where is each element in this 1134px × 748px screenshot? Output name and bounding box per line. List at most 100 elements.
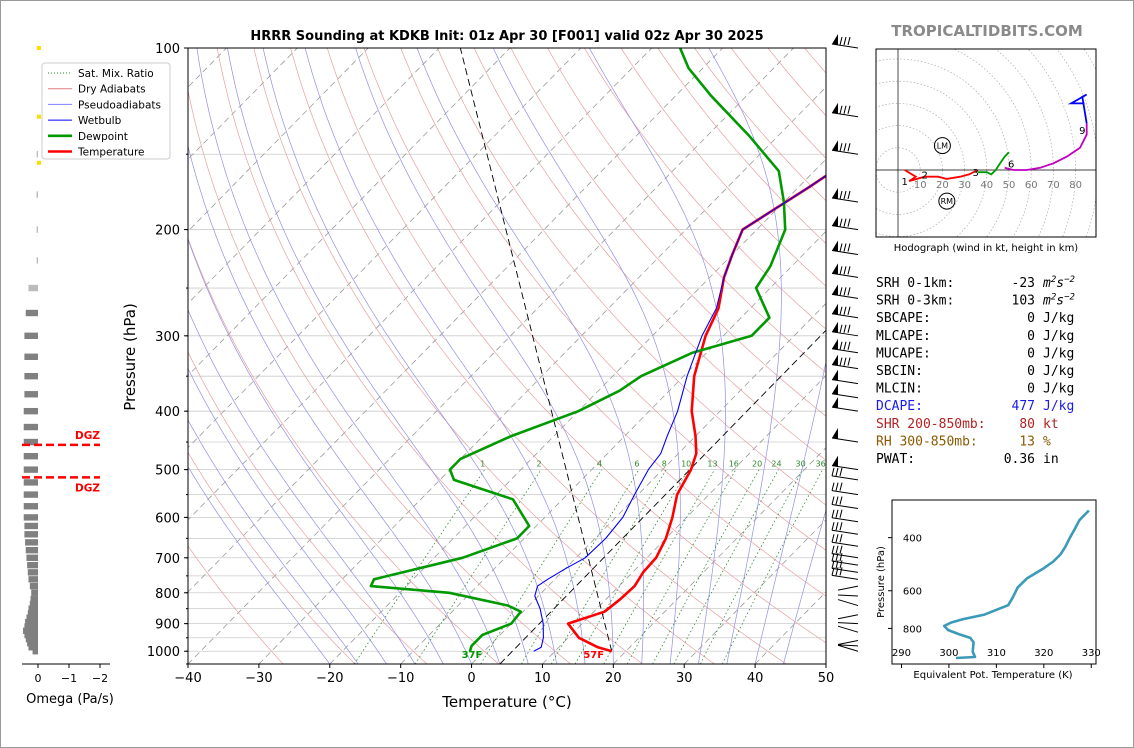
x-tick-label: 0	[467, 671, 475, 686]
dry-adiabat	[363, 48, 826, 597]
omega-bar	[25, 546, 38, 554]
index-label: SBCAPE:	[876, 311, 931, 326]
wind-barb	[831, 397, 859, 412]
x-tick-label: −20	[316, 671, 343, 686]
dry-adiabat	[400, 48, 826, 551]
wind-barb	[831, 102, 859, 118]
hodograph-ring-label: 20	[936, 180, 949, 191]
chart-title: HRRR Sounding at KDKB Init: 01z Apr 30 […	[250, 29, 763, 44]
wind-barb	[831, 338, 859, 354]
omega-bar	[24, 332, 38, 340]
pseudoadiabat	[196, 48, 501, 664]
pseudoadiabat	[492, 48, 681, 664]
hodograph-caption: Hodograph (wind in kt, height in km)	[894, 243, 1079, 254]
dry-adiabat	[437, 48, 826, 506]
omega-bar	[27, 569, 38, 576]
wind-barb	[837, 644, 859, 652]
theta-e-x-tick-label: 320	[1034, 648, 1053, 659]
index-unit: %	[1043, 434, 1051, 449]
wind-barb	[831, 455, 859, 471]
isotherm	[683, 519, 826, 664]
omega-bar	[26, 554, 38, 561]
index-unit: J/kg	[1043, 329, 1074, 344]
surface-dewpoint-label: 37F	[462, 650, 483, 661]
y-tick-label: 400	[155, 405, 180, 420]
index-label: MLCIN:	[876, 382, 923, 397]
wind-barb	[831, 215, 859, 231]
omega-bar	[27, 640, 38, 647]
theta-e-x-tick-label: 300	[939, 648, 958, 659]
omega-bar	[23, 452, 38, 460]
theta-e-x-tick-label: 310	[987, 648, 1006, 659]
omega-bar	[28, 605, 38, 612]
wind-barb	[837, 585, 859, 591]
dry-adiabat	[290, 48, 787, 664]
omega-bar	[27, 610, 38, 617]
omega-bar	[24, 391, 38, 398]
omega-bar	[26, 614, 38, 621]
y-tick-label: 600	[155, 511, 180, 526]
mixing-ratio-label: 4	[597, 460, 602, 469]
pseudoadiabat	[188, 308, 416, 664]
hodograph-trace	[904, 169, 979, 182]
hodograph-ring-label: 10	[914, 180, 927, 191]
legend-label: Temperature	[77, 147, 145, 159]
y-tick-label: 1000	[147, 645, 180, 660]
brand-watermark: TROPICALTIDBITS.COM	[891, 22, 1083, 40]
omega-bar	[25, 309, 38, 317]
omega-tick-label: 0	[35, 672, 42, 685]
theta-e-x-tick-label: 330	[1082, 648, 1101, 659]
hodograph-ring-label: 40	[980, 180, 993, 191]
index-value: 80	[1019, 417, 1035, 432]
hodograph-ring-label: 70	[1047, 180, 1060, 191]
omega-bar	[36, 257, 38, 264]
freezing-isotherm	[499, 329, 826, 664]
parcel-trace	[459, 48, 613, 652]
index-value: 0	[1027, 329, 1035, 344]
omega-bar	[25, 539, 38, 546]
omega-bar	[25, 635, 38, 643]
skewt-series: 37F 57F	[369, 48, 826, 661]
dry-adiabat	[216, 48, 643, 664]
storm-motion-marker	[933, 137, 951, 155]
mixing-ratio-label: 6	[634, 460, 639, 469]
isotherm	[188, 48, 794, 664]
mixing-ratio-label: 20	[752, 460, 762, 469]
mixing-ratio-line	[673, 469, 779, 664]
skewt-background-lines: 1 2 4 6 8 10 13 16 20 24 30 36	[188, 48, 826, 664]
wind-barb	[831, 187, 859, 203]
omega-xlabel: Omega (Pa/s)	[26, 692, 114, 707]
index-unit: J/kg	[1043, 311, 1074, 326]
pseudoadiabat	[783, 508, 826, 664]
omega-tick-label: −1	[61, 672, 77, 685]
wind-barb	[831, 383, 859, 399]
dry-adiabat	[253, 48, 715, 664]
height-label: 2	[921, 170, 927, 181]
mixing-ratio-label: 24	[771, 460, 781, 469]
index-value: 0	[1027, 364, 1035, 379]
isotherm	[188, 48, 723, 593]
omega-bar	[24, 623, 38, 630]
x-tick-label: 40	[747, 671, 764, 686]
omega-bar	[23, 491, 38, 498]
dgz-label: DGZ	[75, 482, 100, 494]
omega-bar	[32, 648, 38, 655]
dry-adiabat	[188, 351, 428, 664]
theta-e-y-tick-label: 800	[903, 624, 922, 635]
mixing-ratio-label: 13	[707, 460, 717, 469]
pseudoadiabat	[188, 419, 359, 664]
legend-label: Dry Adiabats	[78, 84, 146, 96]
index-label: MUCAPE:	[876, 346, 931, 361]
wind-barb	[837, 625, 859, 633]
dry-adiabat	[188, 545, 284, 664]
mixing-ratio-line	[550, 469, 667, 664]
pseudoadiabat	[188, 144, 472, 664]
index-value: 0	[1027, 311, 1035, 326]
storm-motion-label: LM	[937, 142, 948, 151]
omega-bars: 0 −1 −2 DGZ DGZ	[22, 46, 110, 685]
mixing-ratio-label: 8	[662, 460, 667, 469]
wind-barb	[831, 369, 859, 385]
wind-barb	[837, 599, 859, 607]
hodograph-body: 10 20 30 40 50 60 70 80 LM RM 1 2 3 6 9	[876, 49, 1096, 237]
index-label: SRH 0-3km:	[876, 294, 954, 309]
